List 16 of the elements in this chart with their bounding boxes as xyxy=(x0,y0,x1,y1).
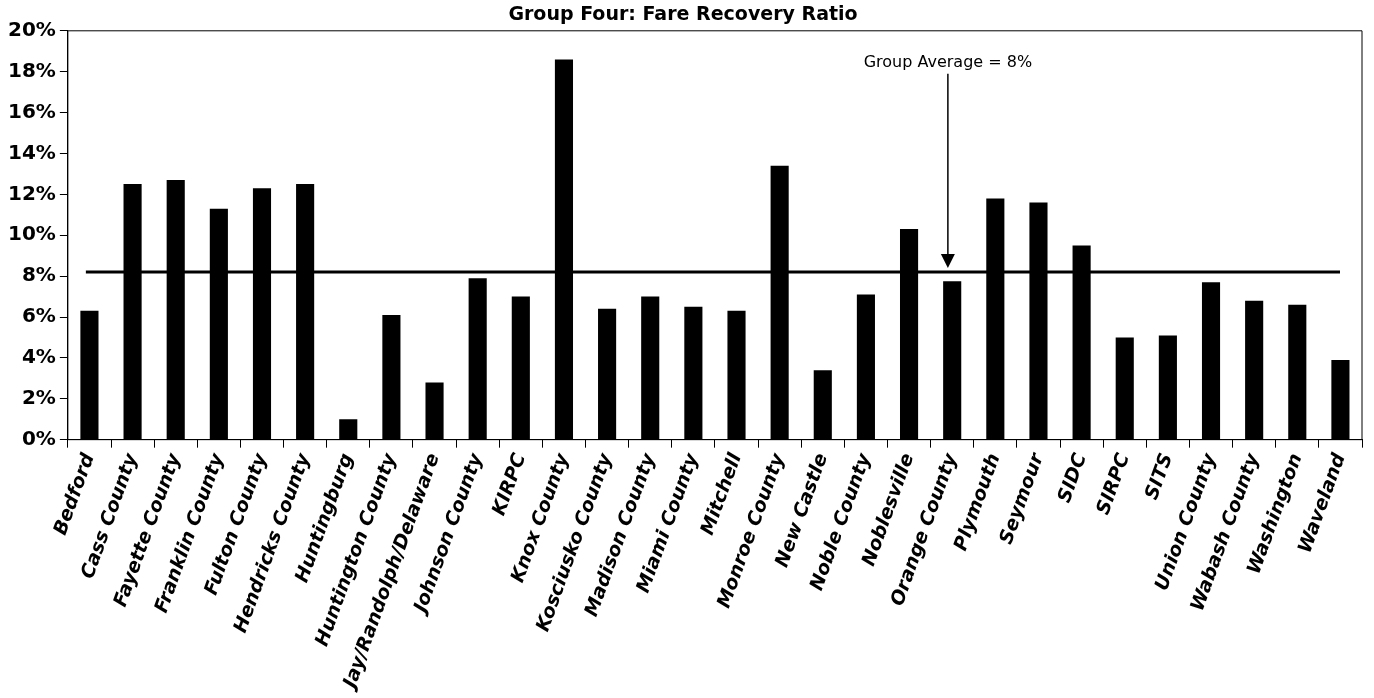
y-tick-label: 6% xyxy=(21,303,56,328)
y-tick-label: 14% xyxy=(8,139,56,164)
ref-line-label: Group Average = 8% xyxy=(863,51,1033,71)
x-tick-label: SIDC xyxy=(1052,450,1091,506)
y-tick-label: 4% xyxy=(21,344,56,369)
y-tick-label: 20% xyxy=(8,17,56,41)
y-tick-label: 18% xyxy=(8,57,56,82)
y-tick-label: 16% xyxy=(8,98,56,123)
chart-title: Group Four: Fare Recovery Ratio xyxy=(508,2,858,25)
y-tick-label: 2% xyxy=(21,384,56,409)
y-tick-label: 12% xyxy=(8,180,56,205)
y-tick-label: 0% xyxy=(21,425,56,450)
x-tick-label: SIRPC xyxy=(1090,450,1134,518)
x-tick-label: SITS xyxy=(1139,450,1177,503)
y-tick-label: 8% xyxy=(21,262,56,287)
y-tick-label: 10% xyxy=(8,221,56,246)
